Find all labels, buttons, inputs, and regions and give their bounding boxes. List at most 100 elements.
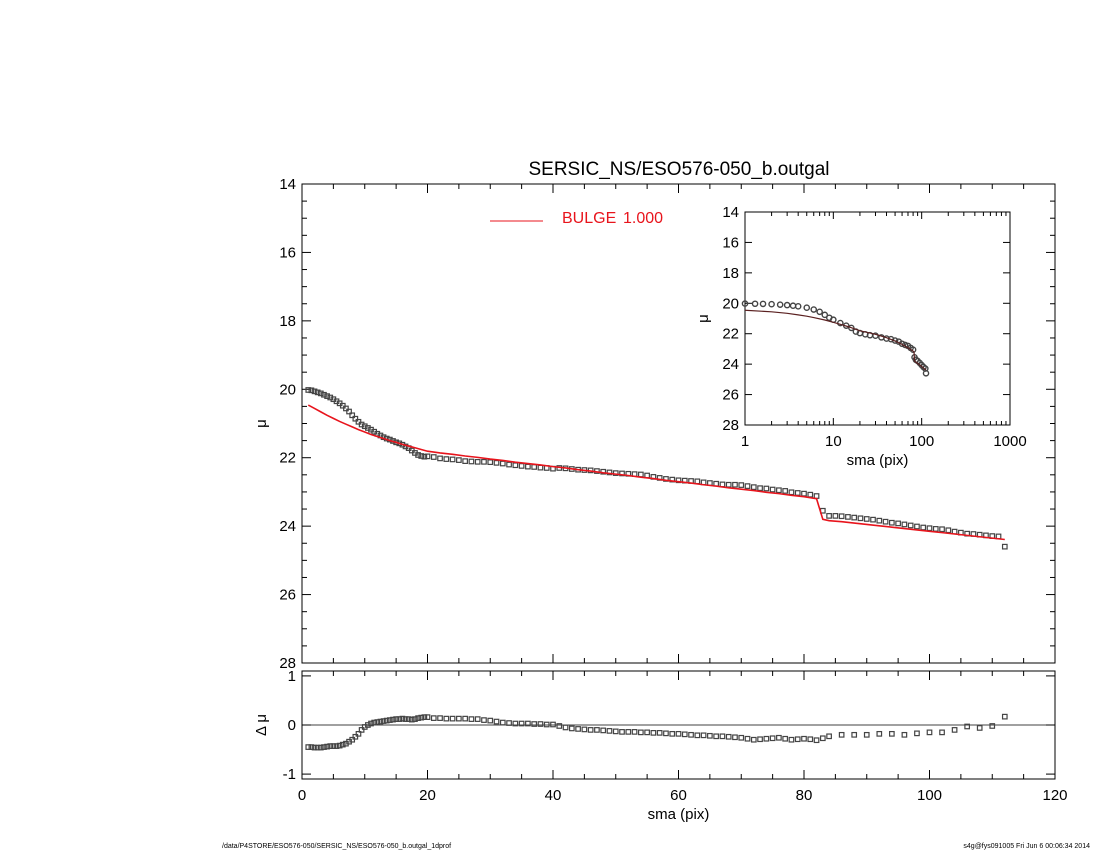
main-data-point <box>669 476 676 483</box>
main-data-point <box>481 458 487 465</box>
main-ytick-label: 26 <box>279 587 296 604</box>
resid-data-point <box>562 724 569 731</box>
main-data-point <box>1001 543 1008 550</box>
resid-data-point <box>888 730 895 737</box>
main-data-point <box>493 459 500 466</box>
main-profile-panel: 14 16 18 20 22 24 26 28 μ <box>253 176 1056 672</box>
resid-data-point <box>1001 713 1008 720</box>
inset-data-point <box>768 300 775 308</box>
main-data-point <box>907 522 914 529</box>
resid-data-point <box>713 733 720 740</box>
resid-data-point <box>594 727 600 733</box>
resid-data-point <box>487 717 494 724</box>
resid-data-point <box>813 737 820 744</box>
resid-data-point <box>763 735 770 742</box>
legend: BULGE 1.000 <box>490 210 663 227</box>
resid-data-point <box>468 716 475 722</box>
resid-data-point <box>700 732 707 739</box>
resid-data-point <box>506 720 512 726</box>
resid-data-point <box>336 742 343 749</box>
resid-data-point <box>719 733 726 740</box>
main-data-point <box>794 490 801 496</box>
resid-data-point <box>424 714 431 720</box>
resid-xtick-label: 0 <box>298 787 306 804</box>
resid-data-point <box>355 730 362 737</box>
inset-ytick-label: 24 <box>722 356 739 373</box>
resid-data-point <box>317 744 324 751</box>
chart-title: SERSIC_NS/ESO576-050_b.outgal <box>528 159 829 180</box>
main-data-point <box>851 514 858 521</box>
resid-data-point <box>744 735 751 742</box>
main-data-point <box>738 482 745 488</box>
main-data-point <box>343 405 349 412</box>
resid-data-point <box>352 733 359 740</box>
main-ytick-label: 14 <box>279 176 296 193</box>
main-data-point <box>349 412 356 419</box>
resid-data-point <box>656 730 663 736</box>
inset-ytick-label: 18 <box>722 265 739 282</box>
resid-data-point <box>976 725 983 731</box>
resid-xtick-label: 120 <box>1042 787 1067 804</box>
resid-data-point <box>405 716 412 722</box>
resid-data-point <box>612 728 619 735</box>
resid-data-point <box>543 721 550 728</box>
resid-data-point <box>390 716 396 723</box>
resid-data-point <box>587 727 594 733</box>
main-data-point <box>324 393 330 399</box>
resid-data-point <box>688 731 694 738</box>
main-model-line <box>307 404 1005 541</box>
resid-data-point <box>838 731 845 738</box>
legend-value-bulge: 1.000 <box>623 210 663 227</box>
inset-xtick-label: 100 <box>909 433 934 450</box>
resid-data-point <box>443 715 450 722</box>
resid-data-point <box>782 735 789 742</box>
main-data-point <box>945 527 952 534</box>
inset-data-point <box>848 324 855 332</box>
resid-data-point <box>550 721 556 728</box>
inset-data-point <box>741 300 749 307</box>
main-data-point <box>838 513 845 520</box>
resid-xtick-label: 40 <box>545 787 562 804</box>
footer-timestamp: s4g@fys091005 Fri Jun 6 00:06:34 2014 <box>963 843 1090 850</box>
resid-data-point <box>776 734 782 741</box>
main-data-point <box>421 453 428 460</box>
resid-data-point <box>606 728 613 734</box>
main-data-point <box>506 461 512 468</box>
resid-data-point <box>801 735 807 742</box>
inset-data-point <box>759 300 767 308</box>
resid-data-point <box>368 720 374 727</box>
main-ylabel: μ <box>253 419 270 428</box>
resid-data-point <box>669 730 676 737</box>
resid-data-point <box>738 734 745 741</box>
resid-xtick-label: 60 <box>670 787 687 804</box>
resid-data-point <box>914 730 920 737</box>
main-data-point <box>415 452 421 458</box>
resid-data-point <box>349 736 356 743</box>
inset-ytick-label: 14 <box>722 204 739 221</box>
resid-xtick-label: 20 <box>419 787 436 804</box>
main-data-point <box>914 523 920 530</box>
resid-data-point <box>637 729 644 736</box>
resid-data-point <box>757 736 763 743</box>
main-data-point <box>537 464 544 471</box>
inset-log-panel: 14 16 18 20 22 24 26 281 10 100 1000 μ sma (pix) <box>695 204 1027 469</box>
resid-data-point <box>456 715 462 722</box>
resid-data-point <box>518 720 525 727</box>
inset-ylabel: μ <box>695 314 712 323</box>
inset-data-point <box>789 302 797 310</box>
resid-data-point <box>305 744 312 750</box>
resid-data-point <box>399 715 406 722</box>
resid-data-point <box>707 732 713 739</box>
resid-ytick-label: -1 <box>283 766 296 783</box>
resid-data-point <box>575 726 581 732</box>
resid-data-point <box>311 744 318 751</box>
main-data-point <box>888 519 895 526</box>
resid-data-point <box>750 736 757 743</box>
resid-data-point <box>371 719 378 726</box>
resid-data-point <box>308 744 315 750</box>
resid-data-point <box>769 735 776 742</box>
main-ytick-label: 20 <box>279 381 296 398</box>
resid-data-point <box>499 719 506 726</box>
resid-data-point <box>631 729 638 735</box>
main-data-point <box>346 408 352 415</box>
